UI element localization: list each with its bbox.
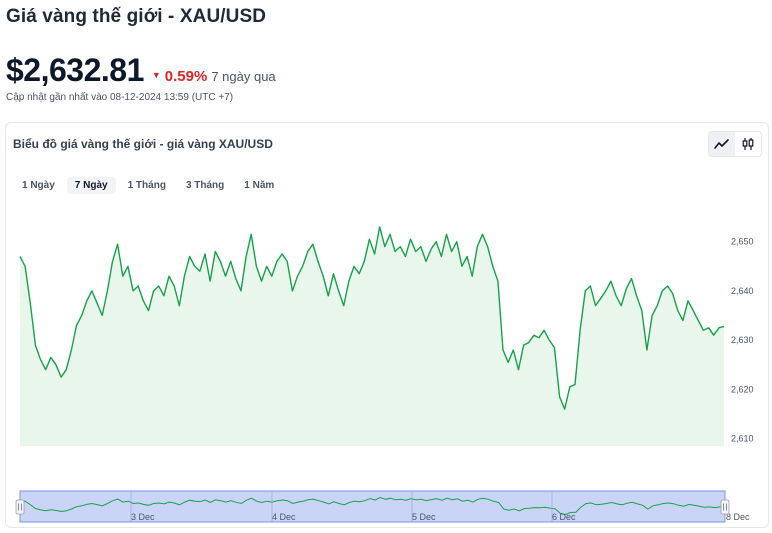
- y-tick-label: 2,640: [731, 286, 754, 296]
- tab-7-days[interactable]: 7 Ngày: [66, 177, 116, 194]
- price-summary: $2,632.81 ▼ 0.59% 7 ngày qua: [6, 52, 276, 89]
- candlestick-icon: [742, 138, 754, 150]
- y-tick-label: 2,650: [731, 237, 754, 247]
- navigator-tick-label: 3 Dec: [131, 512, 155, 522]
- y-tick-label: 2,610: [731, 434, 754, 444]
- caret-down-icon: ▼: [151, 70, 161, 80]
- tab-1-month[interactable]: 1 Tháng: [127, 180, 166, 191]
- price-line: [19, 226, 725, 410]
- tab-1-year[interactable]: 1 Năm: [244, 180, 275, 191]
- line-chart-icon: [714, 139, 729, 149]
- change-percent: 0.59%: [164, 68, 208, 85]
- last-updated: Cập nhật gần nhất vào 08-12-2024 13:59 (…: [6, 92, 234, 103]
- chart-type-toggle: [708, 131, 762, 157]
- tab-1-day[interactable]: 1 Ngày: [22, 180, 55, 191]
- y-tick-label: 2,620: [731, 384, 754, 394]
- line-chart-button[interactable]: [709, 132, 735, 156]
- navigator-left-handle[interactable]: [15, 499, 25, 515]
- candlestick-button[interactable]: [735, 132, 761, 156]
- page-title: Giá vàng thế giới - XAU/USD: [6, 6, 267, 27]
- navigator-tick-label: 8 Dec: [726, 512, 750, 522]
- navigator-tick-label: 6 Dec: [552, 512, 576, 522]
- y-axis-ticks: 2,610 2,620 2,630 2,640 2,650: [731, 237, 754, 444]
- change-period: 7 ngày qua: [211, 69, 276, 84]
- navigator-handles[interactable]: [15, 499, 730, 515]
- y-tick-label: 2,630: [731, 335, 754, 345]
- price-area: [20, 226, 724, 446]
- price-change: ▼ 0.59% 7 ngày qua: [152, 68, 276, 85]
- tab-3-months[interactable]: 3 Tháng: [185, 180, 225, 191]
- navigator-right-handle[interactable]: [720, 499, 730, 515]
- navigator-selection[interactable]: [19, 490, 726, 523]
- chart-title: Biểu đồ giá vàng thế giới - giá vàng XAU…: [13, 137, 273, 151]
- current-price: $2,632.81: [6, 52, 144, 88]
- navigator-line: [19, 496, 726, 516]
- range-tabs: 1 Ngày 7 Ngày 1 Tháng 3 Tháng 1 Năm: [14, 177, 282, 194]
- navigator-tick-label: 4 Dec: [272, 512, 296, 522]
- navigator-tick-label: 5 Dec: [412, 512, 436, 522]
